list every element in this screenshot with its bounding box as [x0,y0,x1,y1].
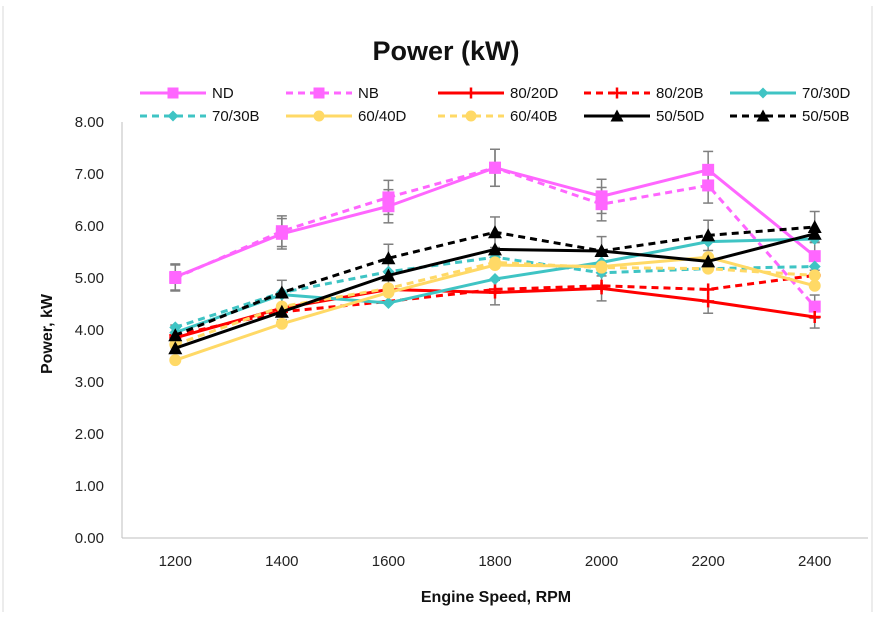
data-point [702,283,715,296]
x-tick-label: 1200 [159,553,192,570]
y-tick-label: 0.00 [75,530,104,547]
data-point [489,161,501,174]
data-point [807,220,822,234]
data-point [808,300,821,313]
data-point [702,179,715,192]
data-point [169,321,182,334]
data-point [169,272,182,284]
data-point [595,279,608,292]
data-point [808,279,821,292]
data-point [169,354,182,367]
x-axis-title: Engine Speed, RPM [421,589,571,606]
data-point [274,304,289,318]
data-point [808,311,821,323]
y-tick-label: 6.00 [75,218,104,235]
data-point [382,296,395,309]
y-tick-label: 3.00 [75,374,104,391]
legend-marker [465,110,477,122]
legend: ND NB 80/20D 80/20B 70/30D 70/30B 60/40D 60/40B… [140,85,851,125]
data-point [808,250,821,263]
legend-marker [756,109,770,122]
legend-marker [757,87,769,99]
legend-marker [167,110,179,122]
y-tick-label: 4.00 [75,322,104,339]
y-tick-label: 2.00 [75,426,104,443]
data-point [702,295,715,308]
data-point [701,254,716,268]
data-point [595,198,608,211]
y-axis-title: Power, kW [39,293,56,374]
data-point [488,242,502,256]
data-point [808,260,821,273]
y-tick-label: 8.00 [75,114,104,131]
data-point [382,282,395,295]
legend-label: 60/40B [510,108,558,125]
data-point [275,317,288,330]
data-point [275,225,288,238]
data-point [381,251,396,265]
data-point [489,273,501,286]
legend-marker [167,87,179,99]
data-point [274,285,289,299]
data-point [168,341,183,355]
x-tick-label: 2200 [691,553,724,570]
y-tick-label: 1.00 [75,478,104,495]
legend-label: NB [358,85,379,102]
legend-label: 70/30D [802,85,851,102]
y-tick-label: 5.00 [75,270,104,287]
x-tick-label: 1800 [478,553,511,570]
chart-title: Power (kW) [372,36,519,66]
data-point [807,226,822,240]
legend-label: 60/40D [358,108,407,125]
legend-marker [313,110,325,122]
x-tick-label: 1600 [372,553,405,570]
legend-label: 50/50B [802,108,850,125]
x-tick-label: 1400 [265,553,298,570]
legend-label: 80/20B [656,85,704,102]
data-point [701,228,716,242]
data-point [808,269,821,282]
data-point [595,261,608,274]
plot-area: 0.00 1.00 2.00 3.00 4.00 5.00 6.00 7.00 8.00 1200… [75,114,868,570]
data-point [489,283,501,296]
y-tick-label: 7.00 [75,166,104,183]
x-tick-label: 2000 [585,553,618,570]
legend-label: ND [212,85,234,102]
data-point [488,225,502,239]
legend-marker [611,87,623,99]
data-point [702,163,715,176]
data-point [168,328,183,342]
legend-label: 50/50D [656,108,705,125]
data-point [381,268,396,282]
legend-marker [465,87,477,99]
data-point [382,191,395,204]
legend-marker [610,109,624,122]
data-point [594,243,609,257]
x-tick-label: 2400 [798,553,831,570]
legend-marker [313,87,325,99]
data-point [489,256,501,269]
legend-label: 80/20D [510,85,559,102]
legend-label: 70/30B [212,108,260,125]
